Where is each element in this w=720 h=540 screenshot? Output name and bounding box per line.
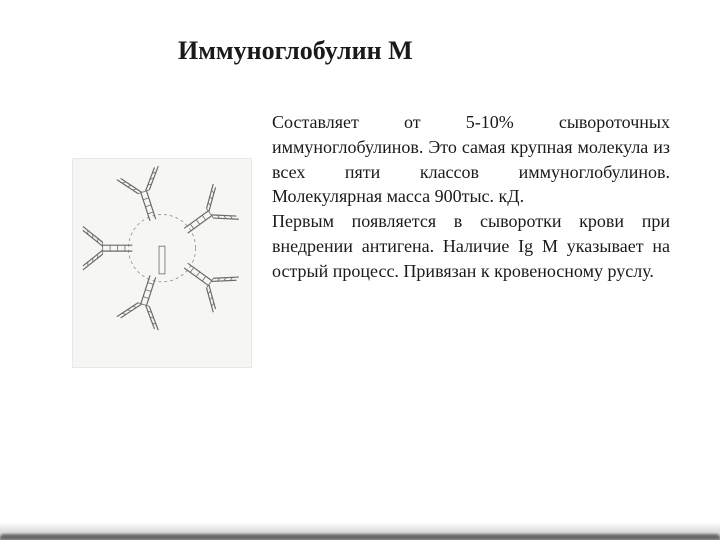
bottom-shadow [0, 522, 720, 540]
body-text: Составляет от 5-10% сывороточных иммуног… [272, 110, 670, 284]
igm-pentamer-figure [72, 158, 252, 368]
slide: Иммуноглобулин М Составляет от 5-10% сыв… [0, 0, 720, 540]
paragraph-1: Составляет от 5-10% сывороточных иммуног… [272, 110, 670, 209]
page-title: Иммуноглобулин М [178, 36, 413, 66]
igm-pentamer-svg [73, 159, 251, 367]
paragraph-2: Первым появляется в сыворотки крови при … [272, 209, 670, 283]
